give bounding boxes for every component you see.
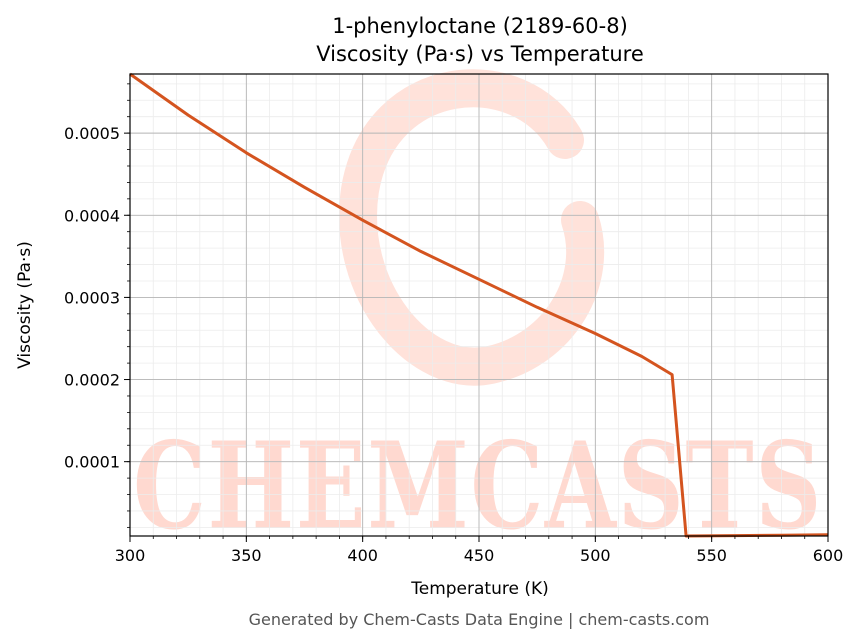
chart-title: 1-phenyloctane (2189-60-8) [332,14,628,38]
y-axis: 0.0001 0.0002 0.0003 0.0004 0.0005 [64,83,130,528]
x-axis-label: Temperature (K) [410,579,549,599]
y-tick-label: 0.0001 [64,453,120,472]
x-tick-label: 350 [231,546,262,565]
x-tick-label: 550 [696,546,727,565]
chart-subtitle: Viscosity (Pa·s) vs Temperature [316,42,644,66]
watermark-text: CHEMCASTS [133,416,823,557]
x-axis: 300 350 400 450 500 550 600 [115,536,844,565]
x-tick-label: 400 [347,546,378,565]
x-tick-label: 600 [813,546,844,565]
y-tick-label: 0.0005 [64,124,120,143]
watermark-ring [339,69,605,386]
footer-credit: Generated by Chem-Casts Data Engine | ch… [249,610,710,629]
y-axis-label: Viscosity (Pa·s) [15,241,35,369]
x-tick-label: 300 [115,546,146,565]
chemcasts-watermark: CHEMCASTS [133,69,823,557]
x-tick-label: 500 [580,546,611,565]
y-tick-label: 0.0003 [64,288,120,307]
y-tick-label: 0.0004 [64,206,120,225]
y-tick-label: 0.0002 [64,371,120,390]
x-tick-label: 450 [464,546,495,565]
